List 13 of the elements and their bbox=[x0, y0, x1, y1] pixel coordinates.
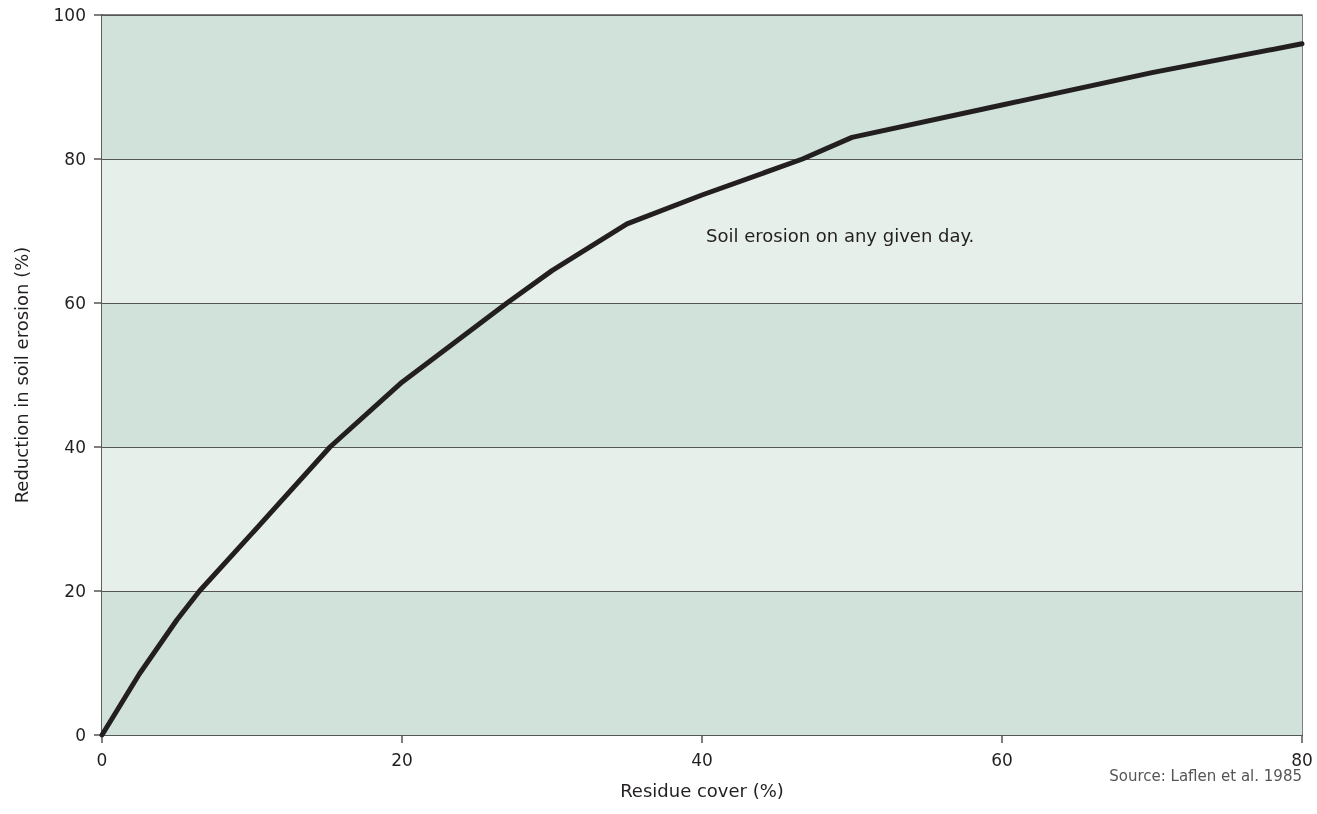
y-tick-label: 80 bbox=[64, 149, 86, 169]
x-tick-label: 60 bbox=[991, 749, 1013, 770]
annotation: Soil erosion on any given day. bbox=[706, 224, 975, 246]
y-tick-label: 100 bbox=[53, 5, 86, 25]
x-tick-label: 20 bbox=[391, 749, 413, 770]
x-tick-label: 0 bbox=[96, 749, 108, 770]
y-tick-label: 20 bbox=[64, 581, 86, 601]
y-axis-title: Reduction in soil erosion (%) bbox=[10, 246, 32, 504]
x-tick-label: 40 bbox=[691, 749, 713, 770]
x-axis-title: Residue cover (%) bbox=[620, 779, 784, 801]
y-tick-label: 0 bbox=[75, 725, 86, 745]
y-tick-label: 40 bbox=[64, 437, 86, 457]
y-tick-label: 60 bbox=[64, 293, 86, 313]
